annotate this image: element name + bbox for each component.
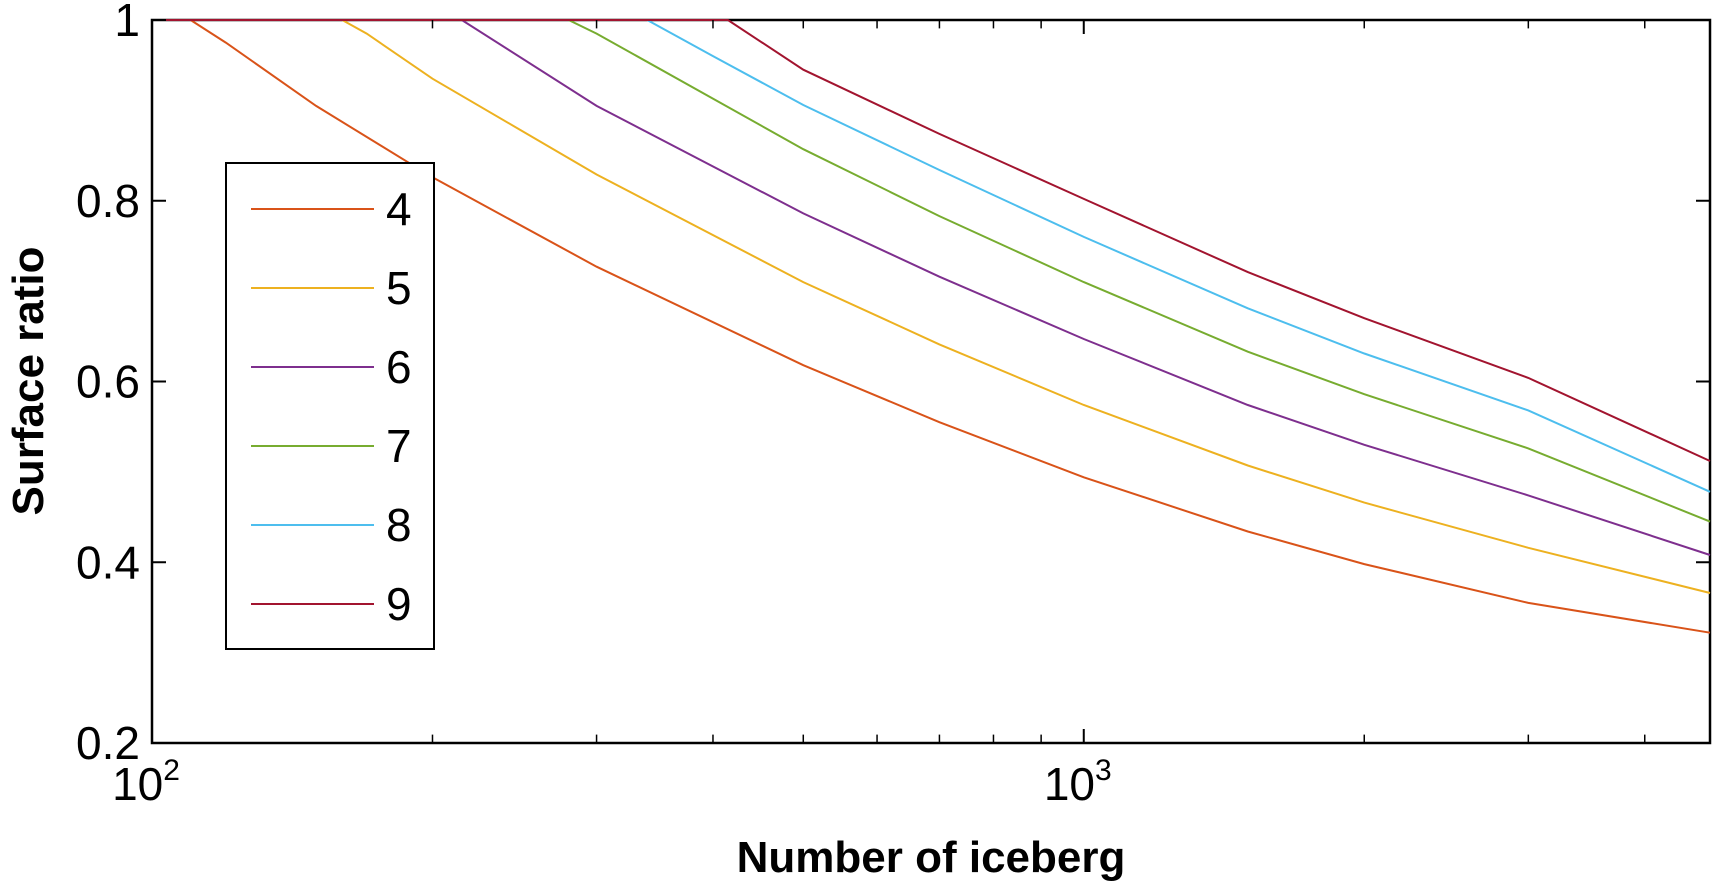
legend-label-5: 5 (386, 262, 412, 314)
series-line-6 (152, 19, 1711, 556)
series-layer (152, 19, 1711, 634)
series-line-4 (152, 19, 1711, 634)
legend: 4 5 6 7 8 9 (225, 162, 435, 650)
series-line-5 (152, 19, 1711, 594)
y-tick-label: 1 (114, 0, 140, 46)
legend-label-8: 8 (386, 499, 412, 551)
y-axis-label: Surface ratio (4, 247, 53, 516)
y-tick-label: 0.6 (76, 356, 140, 408)
legend-label-7: 7 (386, 420, 412, 472)
series-line-8 (152, 19, 1711, 493)
y-tick-label: 0.4 (76, 536, 140, 588)
legend-label-9: 9 (386, 578, 412, 630)
legend-box (225, 162, 435, 650)
legend-label-6: 6 (386, 341, 412, 393)
x-axis-label: Number of iceberg (737, 833, 1126, 882)
legend-label-4: 4 (386, 183, 412, 235)
y-tick-label: 0.2 (76, 717, 140, 769)
ticks-layer: 102 103 0.2 0.4 0.6 0.8 1 (76, 0, 1710, 810)
series-line-7 (152, 19, 1711, 523)
series-line-9 (152, 19, 1711, 462)
x-tick-label: 102 (112, 754, 180, 810)
y-tick-label: 0.8 (76, 175, 140, 227)
x-tick-label: 103 (1044, 754, 1112, 810)
